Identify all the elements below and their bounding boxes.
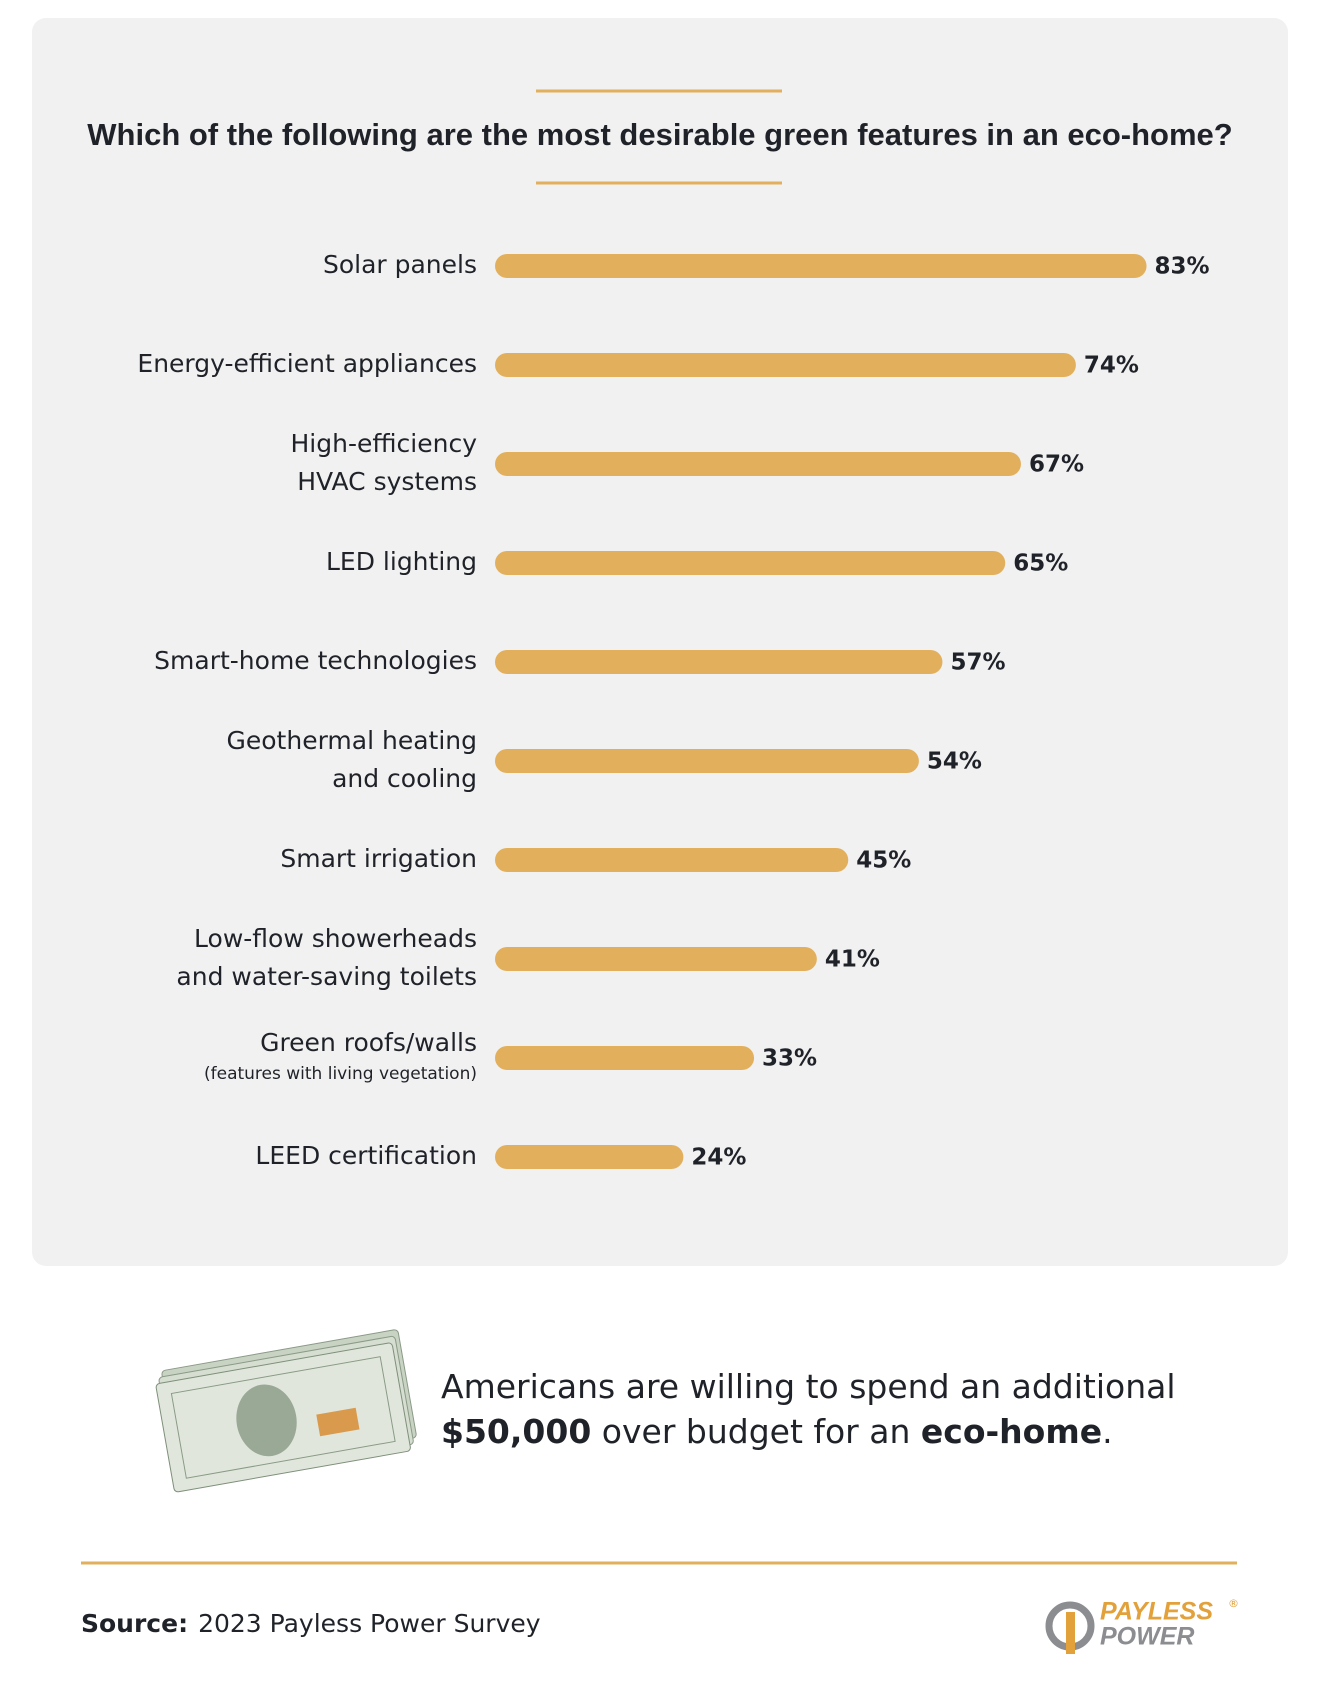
category-label: and water-saving toilets — [176, 962, 477, 991]
category-label: Smart-home technologies — [154, 646, 477, 675]
source: Source: 2023 Payless Power Survey — [81, 1609, 541, 1638]
category-note: (features with living vegetation) — [204, 1064, 477, 1084]
logo-line2: POWER — [1100, 1623, 1194, 1651]
category-label: and cooling — [332, 764, 477, 793]
value-label: 57% — [950, 650, 1005, 676]
callout-text: eco-home — [921, 1412, 1102, 1451]
value-label: 45% — [856, 848, 911, 874]
value-label: 24% — [691, 1145, 746, 1171]
bar — [495, 749, 919, 773]
category-label: LEED certification — [255, 1141, 477, 1170]
callout-text: $50,000 — [441, 1412, 591, 1451]
callout-text: Americans are willing to spend an additi… — [441, 1367, 1176, 1406]
chart-card — [32, 18, 1288, 1266]
category-label: High-efficiency — [291, 429, 478, 458]
category-label: Low-flow showerheads — [194, 924, 477, 953]
bar — [495, 551, 1006, 575]
money-image — [155, 1329, 417, 1493]
callout-text: over budget for an — [591, 1412, 921, 1451]
value-label: 54% — [927, 749, 982, 775]
value-label: 74% — [1084, 353, 1139, 379]
bar — [495, 1145, 684, 1169]
source-label: Source: — [81, 1609, 188, 1638]
bar — [495, 353, 1076, 377]
category-label: Energy-efficient appliances — [137, 349, 477, 378]
category-label: Geothermal heating — [227, 726, 478, 755]
callout-line: Americans are willing to spend an additi… — [441, 1367, 1176, 1406]
bar — [495, 452, 1021, 476]
callout-line: $50,000 over budget for an eco-home. — [441, 1412, 1113, 1451]
value-label: 33% — [762, 1046, 817, 1072]
callout-text: . — [1102, 1412, 1113, 1451]
category-label: HVAC systems — [297, 467, 477, 496]
bar — [495, 947, 817, 971]
category-label: Solar panels — [323, 250, 477, 279]
logo: PAYLESS ® POWER — [1045, 1597, 1239, 1654]
chart-title: Which of the following are the most desi… — [87, 117, 1232, 152]
category-label: LED lighting — [326, 547, 477, 576]
logo-mark: ® — [1228, 1597, 1239, 1610]
value-label: 65% — [1013, 551, 1068, 577]
bar — [495, 254, 1147, 278]
source-text: 2023 Payless Power Survey — [198, 1609, 541, 1638]
value-label: 41% — [825, 947, 880, 973]
bar — [495, 650, 943, 674]
category-label: Green roofs/walls — [260, 1028, 477, 1057]
bars: Solar panels 83% Energy-efficient applianc… — [137, 250, 1209, 1171]
logo-line1: PAYLESS — [1100, 1598, 1213, 1626]
value-label: 83% — [1155, 254, 1210, 280]
category-label: Smart irrigation — [280, 844, 477, 873]
value-label: 67% — [1029, 452, 1084, 478]
bar — [495, 848, 849, 872]
bar — [495, 1046, 755, 1070]
